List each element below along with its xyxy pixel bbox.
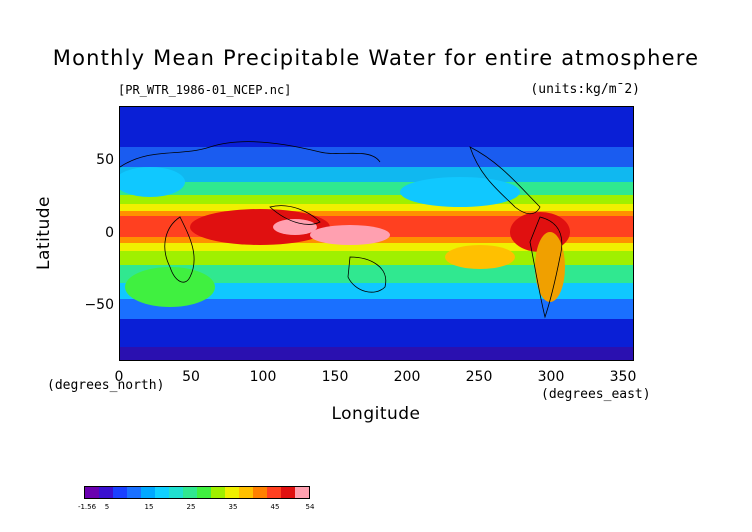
colorbar-swatch: [239, 487, 253, 498]
y-tick-label: −50: [84, 297, 114, 313]
precipitable-water-map: [119, 106, 634, 361]
y-axis-label: Latitude: [34, 196, 54, 270]
y-units-label: (degrees_north): [47, 378, 165, 393]
colorbar-swatch: [183, 487, 197, 498]
map-title: Monthly Mean Precipitable Water for enti…: [52, 46, 700, 70]
colorbar-swatch: [99, 487, 113, 498]
x-tick-label: 300: [537, 369, 565, 385]
x-tick-label: 50: [182, 369, 200, 385]
colorbar-swatch: [127, 487, 141, 498]
x-tick-label: 200: [393, 369, 421, 385]
colorbar-swatch: [141, 487, 155, 498]
x-tick-label: 150: [321, 369, 349, 385]
file-label: [PR_WTR_1986-01_NCEP.nc]: [118, 83, 292, 97]
colorbar-tick-label: 35: [228, 503, 238, 511]
colorbar-tick-label: 54: [305, 503, 315, 511]
colorbar-tick-label: 25: [186, 503, 196, 511]
colorbar-tick-label: -1.56: [77, 503, 97, 511]
colorbar-tick-label: 45: [270, 503, 280, 511]
units-label: (units:kg/m¯2): [530, 82, 640, 97]
y-tick-label: 0: [105, 225, 114, 241]
colorbar-swatch: [155, 487, 169, 498]
colorbar-swatch: [169, 487, 183, 498]
colorbar-swatch: [113, 487, 127, 498]
x-axis-label: Longitude: [331, 404, 421, 424]
colorbar-swatch: [295, 487, 309, 498]
colorbar-swatch: [225, 487, 239, 498]
x-tick-label: 0: [114, 369, 124, 385]
colorbar-swatch: [85, 487, 99, 498]
colorbar-tick-label: 5: [104, 503, 110, 511]
x-tick-label: 100: [249, 369, 277, 385]
colorbar-swatch: [267, 487, 281, 498]
colorbar-swatch: [211, 487, 225, 498]
colorbar-swatch: [253, 487, 267, 498]
x-tick-label: 350: [609, 369, 637, 385]
y-tick-label: 50: [96, 152, 114, 168]
x-units-label: (degrees_east): [541, 387, 651, 402]
colorbar: [84, 486, 310, 499]
colorbar-swatch: [197, 487, 211, 498]
colorbar-swatch: [281, 487, 295, 498]
colorbar-tick-label: 15: [144, 503, 154, 511]
x-tick-label: 250: [465, 369, 493, 385]
